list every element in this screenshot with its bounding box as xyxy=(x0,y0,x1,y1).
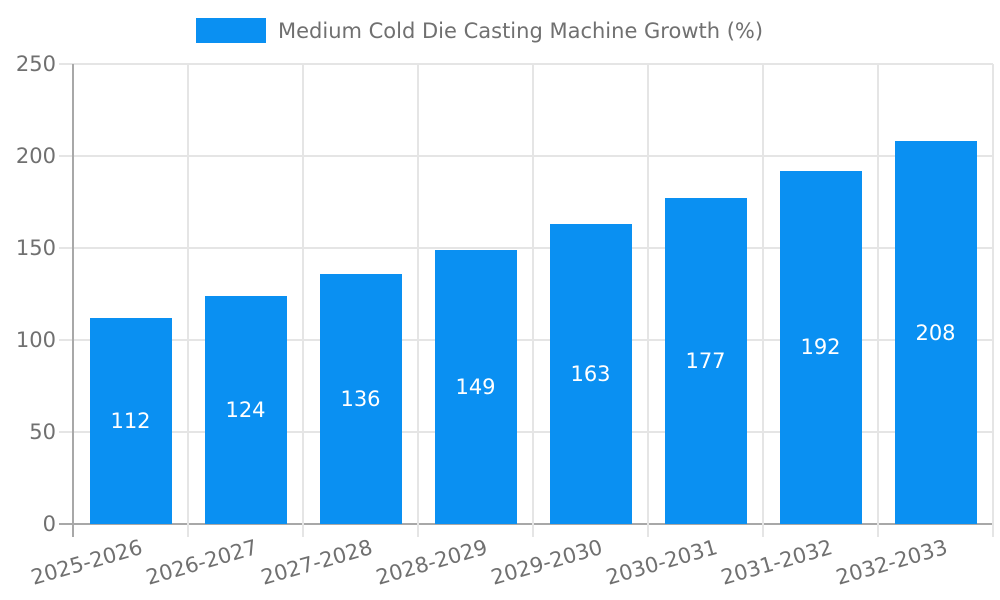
gridline-v xyxy=(417,64,419,537)
y-axis-label: 200 xyxy=(15,144,56,168)
bar-value-label: 192 xyxy=(800,335,841,360)
bar[interactable]: 124 xyxy=(204,295,287,524)
gridline-v xyxy=(187,64,189,537)
bar-value-label: 112 xyxy=(110,408,151,433)
bar-value-label: 208 xyxy=(915,320,956,345)
x-axis-label: 2025-2026 xyxy=(28,535,146,590)
x-axis-label: 2029-2030 xyxy=(488,535,606,590)
gridline-h xyxy=(59,155,993,157)
x-axis-label: 2031-2032 xyxy=(718,535,836,590)
gridline-v xyxy=(877,64,879,537)
gridline-h xyxy=(59,247,993,249)
gridline-h xyxy=(59,339,993,341)
x-axis-label: 2030-2031 xyxy=(603,535,721,590)
gridline-v xyxy=(302,64,304,537)
bar[interactable]: 208 xyxy=(894,141,977,524)
gridline-v xyxy=(762,64,764,537)
x-axis-label: 2027-2028 xyxy=(258,535,376,590)
bar[interactable]: 136 xyxy=(319,273,402,524)
x-axis-label: 2028-2029 xyxy=(373,535,491,590)
gridline-h xyxy=(59,63,993,65)
legend-item[interactable]: Medium Cold Die Casting Machine Growth (… xyxy=(196,18,763,43)
bar-value-label: 177 xyxy=(685,349,726,374)
gridline-v xyxy=(992,64,994,537)
x-axis-label: 2026-2027 xyxy=(143,535,261,590)
y-axis-label: 250 xyxy=(15,52,56,76)
gridline-v xyxy=(647,64,649,537)
bar-value-label: 149 xyxy=(455,374,496,399)
bar[interactable]: 149 xyxy=(434,249,517,524)
x-axis-line xyxy=(59,523,993,525)
bar-value-label: 136 xyxy=(340,386,381,411)
y-axis-label: 150 xyxy=(15,236,56,260)
y-axis-label: 0 xyxy=(42,512,56,536)
gridline-h xyxy=(59,431,993,433)
bar-value-label: 163 xyxy=(570,362,611,387)
y-axis-label: 50 xyxy=(29,420,56,444)
bar-value-label: 124 xyxy=(225,397,266,422)
bar[interactable]: 192 xyxy=(779,170,862,524)
bar[interactable]: 177 xyxy=(664,198,747,524)
bar[interactable]: 163 xyxy=(549,224,632,524)
bar[interactable]: 112 xyxy=(89,317,172,524)
x-axis-label: 2032-2033 xyxy=(833,535,951,590)
gridline-v xyxy=(532,64,534,537)
legend-label: Medium Cold Die Casting Machine Growth (… xyxy=(278,18,764,43)
y-axis-line xyxy=(72,64,74,537)
legend-color-swatch xyxy=(196,18,266,43)
y-axis-label: 100 xyxy=(15,328,56,352)
